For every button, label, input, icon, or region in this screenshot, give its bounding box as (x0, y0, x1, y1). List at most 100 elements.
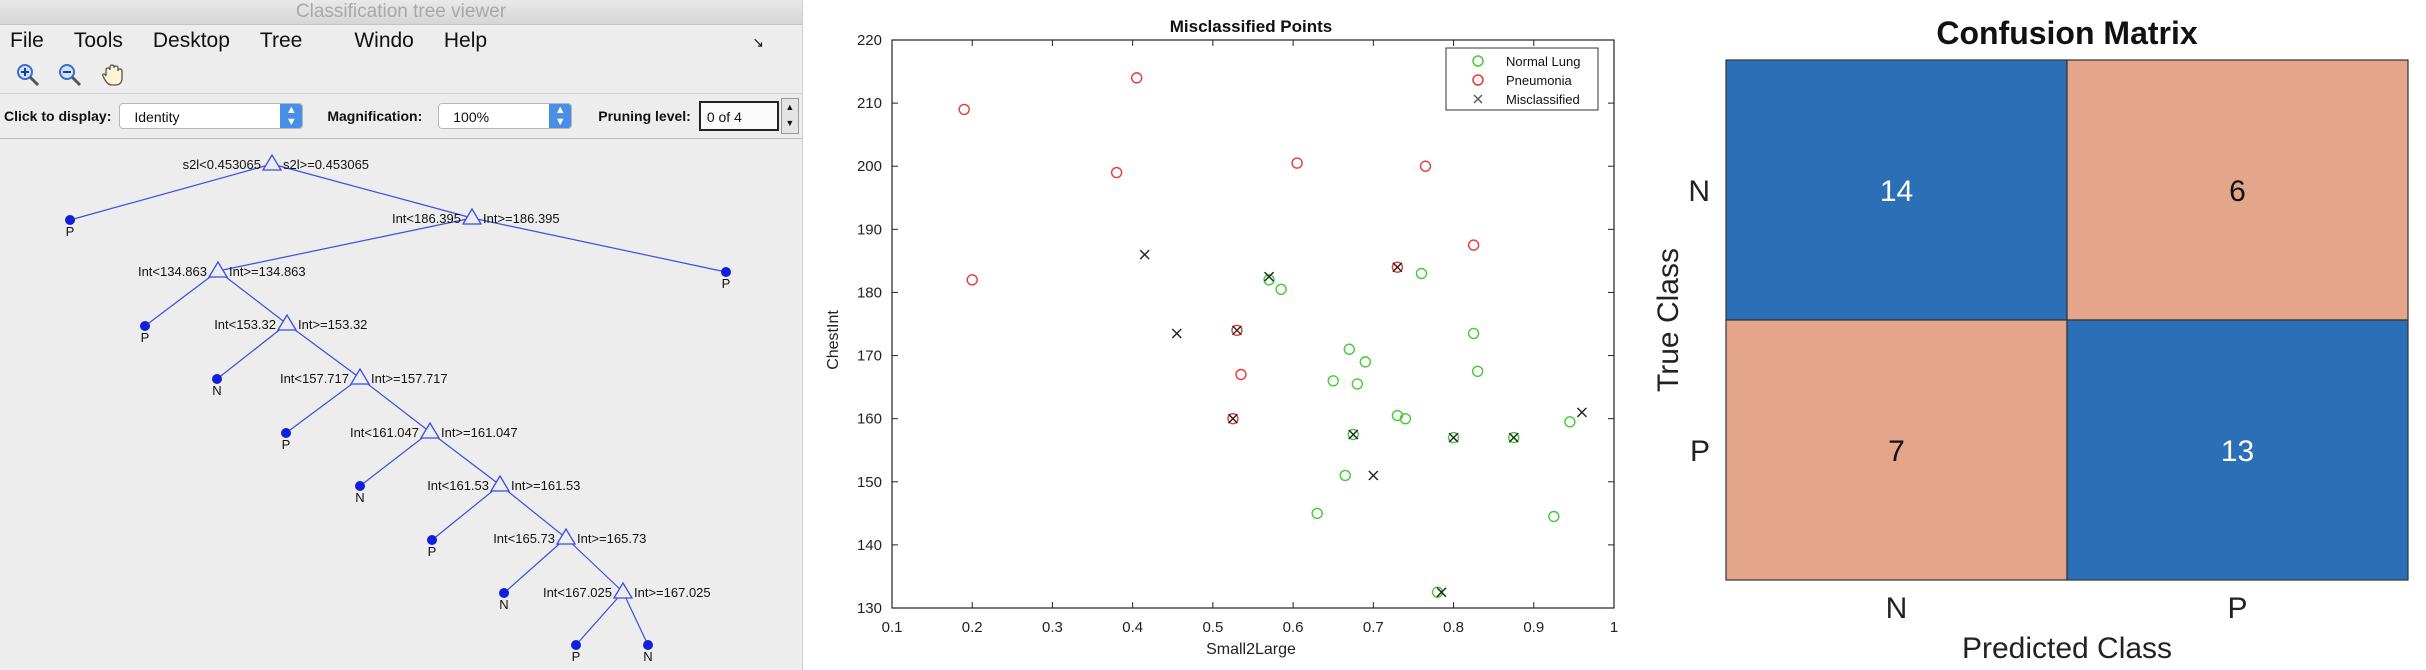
menu-window[interactable]: Windo (354, 29, 414, 52)
pruning-level-field[interactable]: 0 of 4 (698, 101, 779, 131)
decision-tree-diagram: s2l<0.453065 s2l>=0.453065 Int<186.395 Int>… (65, 153, 731, 664)
classification-tree-viewer: Classification tree viewer File Tools De… (0, 0, 803, 670)
tree-leaf-node[interactable] (721, 267, 731, 277)
tree-split-node[interactable] (207, 260, 229, 278)
window-title: Classification tree viewer (0, 0, 802, 25)
leaf-class-label: N (212, 383, 221, 398)
y-tick-label: 220 (857, 32, 882, 49)
magnification-select[interactable]: 100% ▲ ▼ (438, 103, 573, 129)
tree-leaf-node[interactable] (281, 428, 291, 438)
tree-leaf-node[interactable] (140, 321, 150, 331)
tree-leaf-node[interactable] (643, 640, 653, 650)
tree-split-node[interactable] (461, 207, 483, 225)
tree-edge (359, 377, 431, 433)
y-tick-label: 180 (857, 284, 882, 301)
y-tick-label: 140 (857, 537, 882, 554)
split-rule-right: Int>=186.395 (483, 211, 560, 226)
cm-x-axis-label: Predicted Class (1962, 632, 2172, 665)
leaf-class-label: P (722, 276, 731, 291)
split-rule-right: Int>=161.047 (441, 425, 518, 440)
chevron-updown-icon: ▲ ▼ (280, 104, 303, 128)
cm-col-label: N (1886, 592, 1908, 625)
misclassified-point (1231, 325, 1242, 336)
y-tick-label: 210 (857, 95, 882, 112)
menu-help[interactable]: Help (443, 29, 488, 52)
misclassified-point (1436, 587, 1447, 598)
dock-arrow-icon[interactable]: ↘ (752, 34, 764, 50)
x-tick-label: 0.3 (1042, 619, 1063, 636)
y-tick-label: 130 (857, 600, 882, 617)
control-bar: Click to display: Identity ▲ ▼ Magnificat… (0, 93, 802, 139)
tree-split-node[interactable] (276, 313, 298, 331)
pruning-stepper[interactable]: ▲ ▼ (780, 98, 799, 134)
x-tick-label: 0.9 (1523, 619, 1544, 636)
pruning-level-label: Pruning level: (598, 108, 691, 124)
tree-split-node[interactable] (419, 421, 441, 439)
tree-leaf-node[interactable] (427, 535, 437, 545)
misclassified-point (1576, 407, 1587, 418)
tree-edge (217, 217, 473, 272)
menu-tools[interactable]: Tools (73, 29, 123, 52)
tree-leaf-node[interactable] (499, 588, 509, 598)
normal-lung-point (1343, 343, 1355, 355)
split-rule-left: Int<167.025 (543, 585, 612, 600)
cm-cell-value: 7 (1888, 435, 1905, 468)
tree-split-node[interactable] (261, 153, 283, 171)
cm-row-label: P (1690, 435, 1710, 468)
pneumonia-point (966, 274, 978, 286)
tree-split-node[interactable] (489, 474, 511, 492)
pan-hand-icon[interactable] (98, 61, 126, 89)
normal-lung-point (1351, 378, 1363, 390)
split-rule-left: Int<161.047 (350, 425, 419, 440)
y-tick-label: 170 (857, 348, 882, 365)
split-rule-right: Int>=161.53 (511, 478, 580, 493)
pneumonia-point (1110, 166, 1123, 179)
leaf-class-label: N (499, 597, 508, 612)
misclassified-scatter-panel: Misclassified Points Small2Large ChestIn… (806, 0, 1634, 670)
leaf-class-label: P (572, 649, 581, 664)
menu-file[interactable]: File (10, 29, 44, 52)
x-axis-label: Small2Large (1206, 641, 1296, 658)
legend-marker-misclassified (1473, 94, 1483, 104)
menu-tree[interactable]: Tree (259, 29, 303, 52)
misclassified-point (1508, 432, 1519, 443)
legend-marker-normal-lung (1472, 55, 1484, 67)
tree-edge (471, 217, 727, 273)
cm-cell (2066, 319, 2409, 581)
zoom-in-icon[interactable] (14, 61, 42, 89)
tree-leaf-node[interactable] (355, 481, 365, 491)
tree-edge (565, 537, 624, 593)
tree-split-node[interactable] (349, 367, 371, 385)
tree-edge (69, 163, 273, 221)
tree-split-node[interactable] (612, 581, 634, 599)
tree-split-node[interactable] (555, 527, 577, 545)
tree-leaf-node[interactable] (65, 215, 75, 225)
split-rule-right: Int>=153.32 (298, 317, 367, 332)
chart-title: Misclassified Points (1170, 17, 1333, 36)
zoom-out-icon[interactable] (56, 61, 84, 89)
misclassified-point (1139, 249, 1150, 260)
pneumonia-point (1227, 412, 1239, 425)
click-to-display-select[interactable]: Identity ▲ ▼ (119, 103, 304, 129)
chart-legend: Normal Lung Pneumonia Misclassified (1445, 47, 1599, 111)
misclassified-point (1264, 271, 1275, 282)
tree-leaf-node[interactable] (571, 640, 581, 650)
legend-normal-lung: Normal Lung (1506, 54, 1580, 69)
legend-misclassified: Misclassified (1506, 92, 1580, 107)
y-axis-label: ChestInt (825, 310, 842, 370)
normal-lung-point (1415, 267, 1428, 280)
tree-edge (575, 591, 624, 646)
split-rule-right: s2l>=0.453065 (283, 157, 369, 172)
menu-desktop[interactable]: Desktop (152, 29, 230, 52)
normal-lung-point (1327, 375, 1339, 387)
tree-edge (499, 484, 567, 539)
normal-lung-point (1347, 428, 1359, 441)
tree-leaf-node[interactable] (212, 374, 222, 384)
cm-cell-value: 6 (2229, 175, 2246, 208)
normal-lung-point (1399, 412, 1412, 425)
leaf-class-label: P (66, 224, 75, 239)
misclassified-point (1227, 413, 1238, 424)
pneumonia-point (1391, 261, 1404, 273)
magnification-value: 100% (453, 109, 490, 125)
magnification-label: Magnification: (327, 108, 423, 124)
